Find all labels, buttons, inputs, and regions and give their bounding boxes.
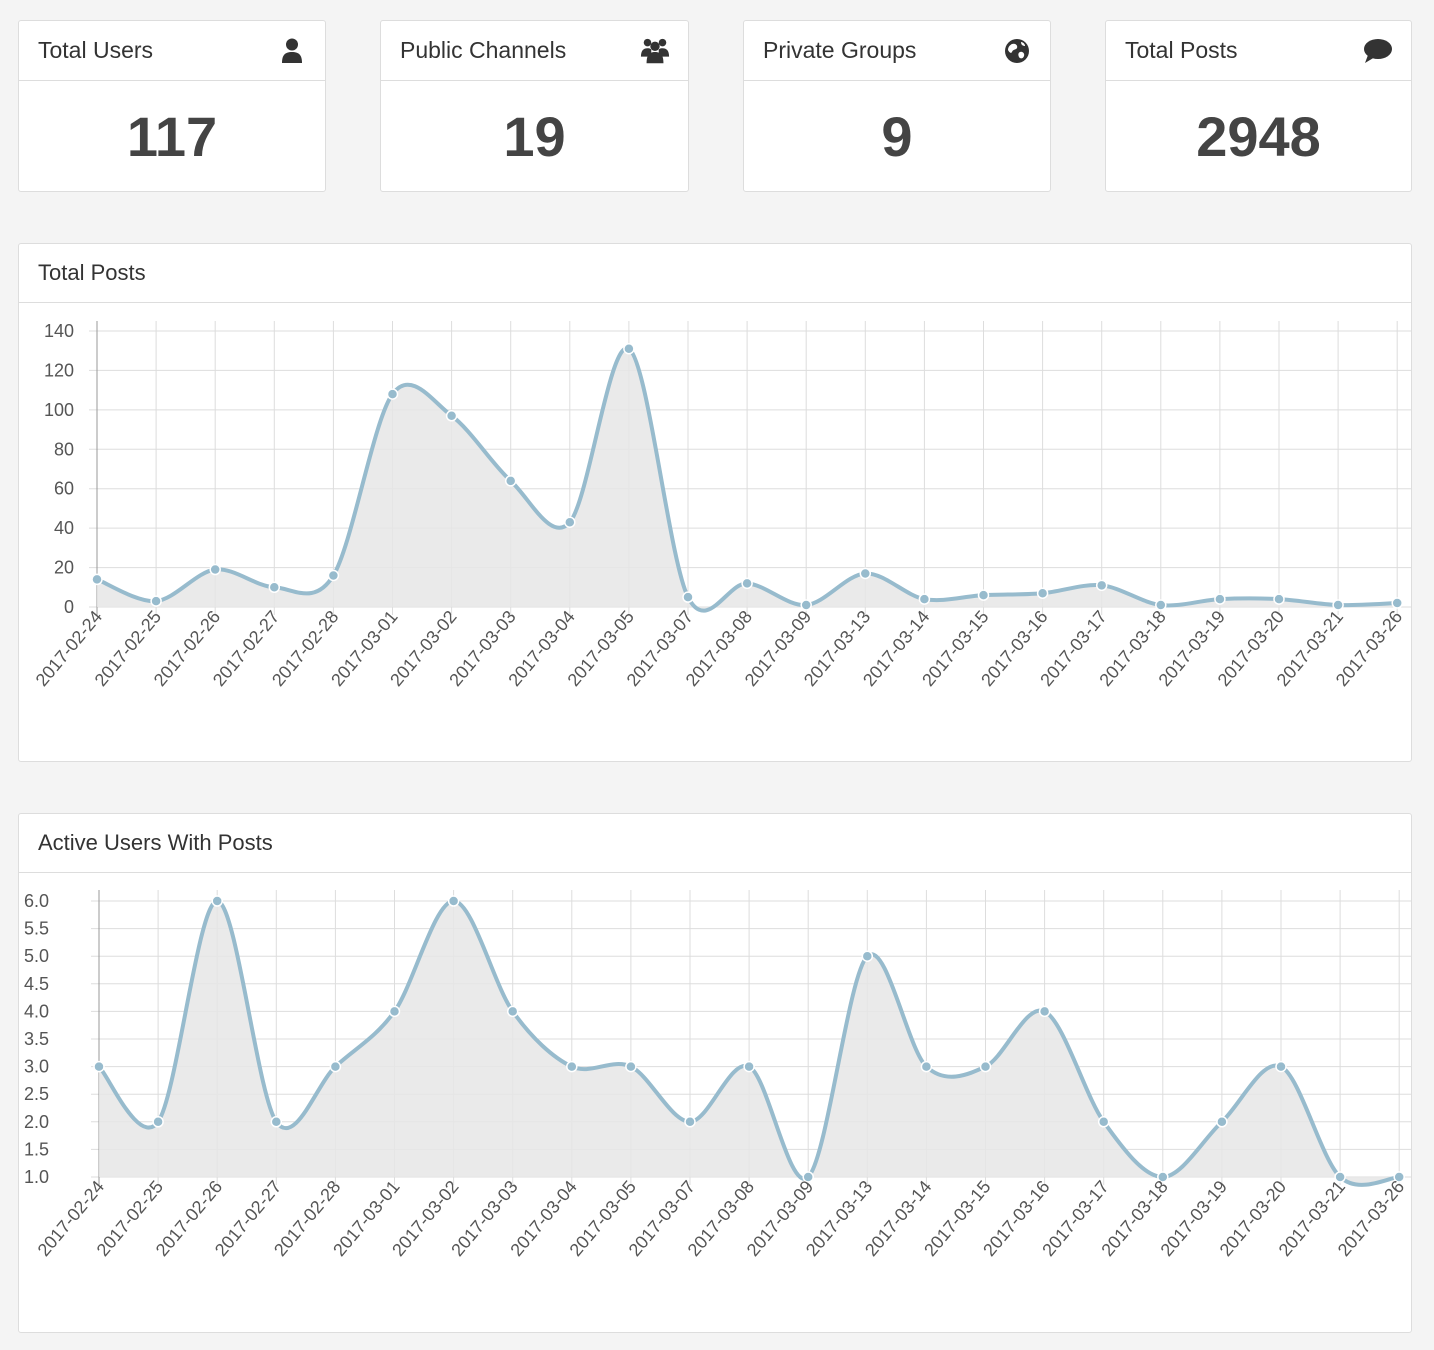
data-point[interactable] [623, 342, 635, 355]
y-tick-label: 0 [64, 597, 74, 617]
chart-header: Total Posts [19, 244, 1411, 303]
y-tick-label: 100 [44, 400, 74, 420]
y-tick-label: 3.5 [24, 1029, 49, 1049]
stat-card-header: Private Groups [744, 21, 1050, 81]
data-point[interactable] [150, 595, 162, 607]
stat-card-header: Total Posts [1106, 21, 1411, 81]
data-point[interactable] [1095, 579, 1108, 592]
data-point[interactable] [1155, 599, 1167, 611]
data-point[interactable] [861, 950, 874, 962]
stat-title: Private Groups [763, 37, 917, 63]
data-point[interactable] [211, 895, 223, 907]
data-point[interactable] [93, 1060, 105, 1073]
y-tick-label: 140 [44, 321, 74, 341]
y-tick-label: 5.5 [24, 919, 49, 939]
y-tick-label: 80 [54, 439, 74, 459]
data-point[interactable] [1097, 1116, 1110, 1128]
series-area [99, 901, 1400, 1185]
data-point[interactable] [1157, 1171, 1169, 1183]
y-tick-label: 6.0 [24, 891, 49, 911]
data-point[interactable] [268, 581, 281, 594]
data-point[interactable] [1275, 1060, 1287, 1073]
data-point[interactable] [504, 475, 517, 487]
data-point[interactable] [741, 577, 753, 590]
data-point[interactable] [1393, 1171, 1405, 1183]
y-tick-label: 2.5 [24, 1084, 49, 1104]
y-tick-label: 3.0 [24, 1057, 49, 1077]
y-tick-label: 20 [54, 558, 74, 578]
data-point[interactable] [1273, 593, 1285, 605]
stat-card-header: Public Channels [381, 21, 688, 81]
data-point[interactable] [684, 1116, 696, 1128]
data-point[interactable] [91, 573, 103, 586]
data-point[interactable] [977, 589, 990, 601]
stat-card-public-channels: Public Channels 19 [380, 20, 689, 192]
data-point[interactable] [327, 569, 340, 582]
data-point[interactable] [1214, 593, 1226, 605]
chart-card-active-users: Active Users With Posts 1.0 1.5 2.0 2.5 3.0 3… [18, 813, 1412, 1333]
stat-title: Total Users [38, 37, 154, 63]
data-point[interactable] [802, 1171, 814, 1183]
data-point[interactable] [918, 593, 931, 605]
stat-value: 19 [503, 104, 566, 168]
chart-header: Active Users With Posts [19, 814, 1411, 873]
y-tick-label: 5.0 [24, 946, 49, 966]
data-point[interactable] [625, 1060, 637, 1073]
data-point[interactable] [386, 388, 399, 400]
chart-title: Active Users With Posts [38, 830, 273, 855]
data-point[interactable] [800, 599, 812, 611]
data-point[interactable] [1334, 1171, 1346, 1183]
data-point[interactable] [1216, 1116, 1228, 1128]
y-tick-label: 1.5 [24, 1139, 49, 1159]
stat-value: 9 [881, 104, 913, 168]
y-tick-label: 40 [54, 518, 74, 538]
comment-icon [1363, 36, 1393, 66]
chart-card-total-posts: Total Posts 0 20 40 60 80 100 120 140 2017-02-24… [18, 243, 1412, 762]
stat-card-total-posts: Total Posts 2948 [1105, 20, 1412, 192]
y-tick-label: 2.0 [24, 1112, 49, 1132]
data-point[interactable] [1391, 597, 1403, 609]
users-icon [640, 36, 670, 66]
data-point[interactable] [920, 1060, 933, 1073]
stat-card-private-groups: Private Groups 9 [743, 20, 1051, 192]
active-users-chart: 1.01.52.02.53.03.54.04.55.05.56.02017-02… [24, 890, 1411, 1260]
chart-title: Total Posts [38, 260, 146, 285]
data-point[interactable] [1036, 587, 1049, 599]
total-posts-chart: 0204060801001201402017-02-242017-02-2520… [32, 321, 1411, 690]
data-point[interactable] [388, 1005, 401, 1018]
data-point[interactable] [979, 1060, 992, 1073]
y-tick-label: 120 [44, 360, 74, 380]
data-point[interactable] [1038, 1005, 1051, 1018]
stat-title: Public Channels [400, 37, 567, 63]
stat-value: 117 [126, 104, 218, 168]
stat-value: 2948 [1196, 104, 1321, 168]
stat-title: Total Posts [1125, 37, 1238, 63]
y-tick-label: 4.5 [24, 974, 49, 994]
user-icon [277, 36, 307, 66]
data-point[interactable] [447, 895, 460, 907]
data-point[interactable] [682, 591, 694, 603]
y-tick-label: 60 [54, 479, 74, 499]
series-area [97, 348, 1398, 611]
stat-card-total-users: Total Users 117 [18, 20, 326, 192]
globe-icon [1002, 36, 1032, 66]
y-tick-label: 4.0 [24, 1001, 49, 1021]
data-point[interactable] [270, 1116, 283, 1128]
data-point[interactable] [859, 567, 872, 580]
data-point[interactable] [209, 563, 221, 576]
stat-card-header: Total Users [19, 21, 325, 81]
data-point[interactable] [1332, 599, 1344, 611]
data-point[interactable] [564, 516, 576, 528]
data-point[interactable] [152, 1116, 164, 1128]
data-point[interactable] [506, 1005, 519, 1018]
data-point[interactable] [743, 1060, 755, 1073]
data-point[interactable] [329, 1060, 342, 1073]
y-tick-label: 1.0 [24, 1167, 49, 1187]
data-point[interactable] [445, 410, 458, 422]
data-point[interactable] [566, 1060, 578, 1073]
